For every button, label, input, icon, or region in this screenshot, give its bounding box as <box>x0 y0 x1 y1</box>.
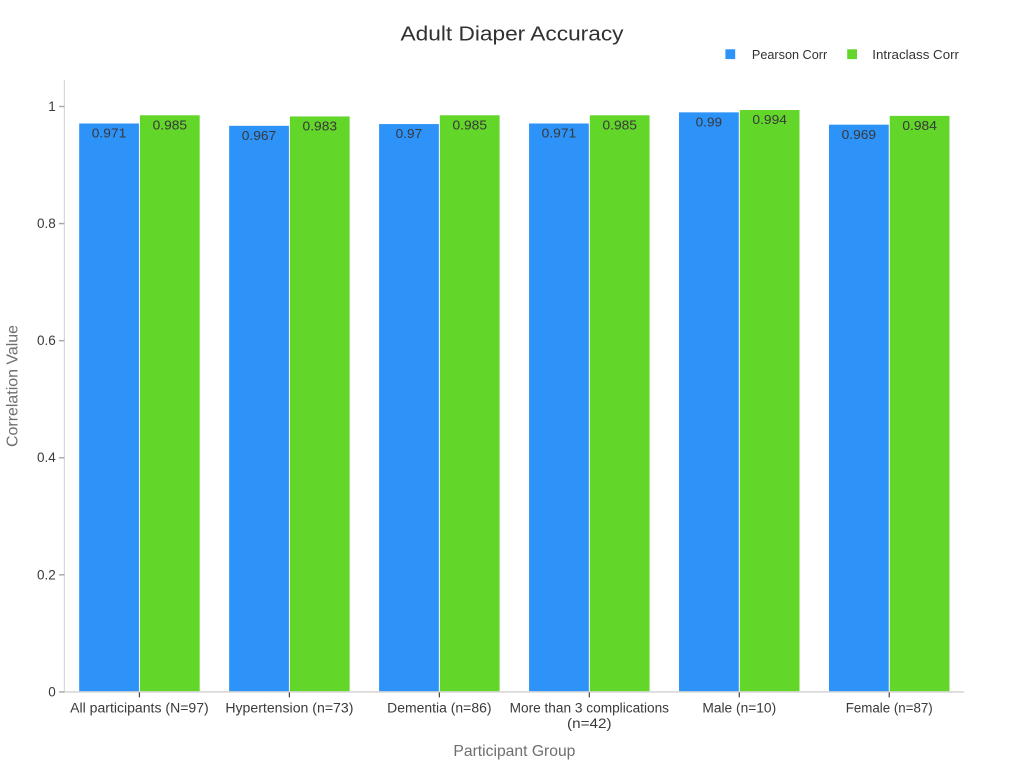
svg-text:0.97: 0.97 <box>396 126 423 141</box>
svg-text:0.984: 0.984 <box>902 118 937 133</box>
svg-text:Hypertension (n=73): Hypertension (n=73) <box>225 700 353 715</box>
svg-text:0.985: 0.985 <box>602 117 637 132</box>
svg-text:0.969: 0.969 <box>842 127 877 142</box>
svg-text:0.4: 0.4 <box>37 450 56 465</box>
svg-text:Intraclass Corr: Intraclass Corr <box>872 47 959 62</box>
svg-text:(n=42): (n=42) <box>567 716 612 731</box>
svg-text:0.985: 0.985 <box>453 117 488 132</box>
svg-text:0.994: 0.994 <box>752 112 787 127</box>
svg-text:Male (n=10): Male (n=10) <box>702 700 776 715</box>
svg-text:Participant Group: Participant Group <box>453 743 575 760</box>
svg-text:0.971: 0.971 <box>542 126 577 141</box>
svg-text:0.983: 0.983 <box>303 119 338 134</box>
svg-text:0.971: 0.971 <box>92 126 127 141</box>
svg-text:0.99: 0.99 <box>696 114 723 129</box>
svg-text:Dementia (n=86): Dementia (n=86) <box>387 700 491 715</box>
svg-text:Adult Diaper Accuracy: Adult Diaper Accuracy <box>401 24 624 46</box>
svg-text:Pearson Corr: Pearson Corr <box>752 47 828 62</box>
svg-text:0.2: 0.2 <box>37 567 56 582</box>
svg-text:More than 3 complications: More than 3 complications <box>510 700 670 715</box>
svg-text:0.985: 0.985 <box>153 117 188 132</box>
svg-text:All participants (N=97): All participants (N=97) <box>70 700 209 715</box>
svg-text:0.6: 0.6 <box>37 333 56 348</box>
svg-text:0.967: 0.967 <box>242 128 277 143</box>
svg-text:1: 1 <box>48 99 56 114</box>
svg-text:0: 0 <box>48 684 56 699</box>
svg-text:Correlation Value: Correlation Value <box>5 325 22 447</box>
svg-text:0.8: 0.8 <box>37 216 56 231</box>
svg-text:Female (n=87): Female (n=87) <box>846 700 933 715</box>
